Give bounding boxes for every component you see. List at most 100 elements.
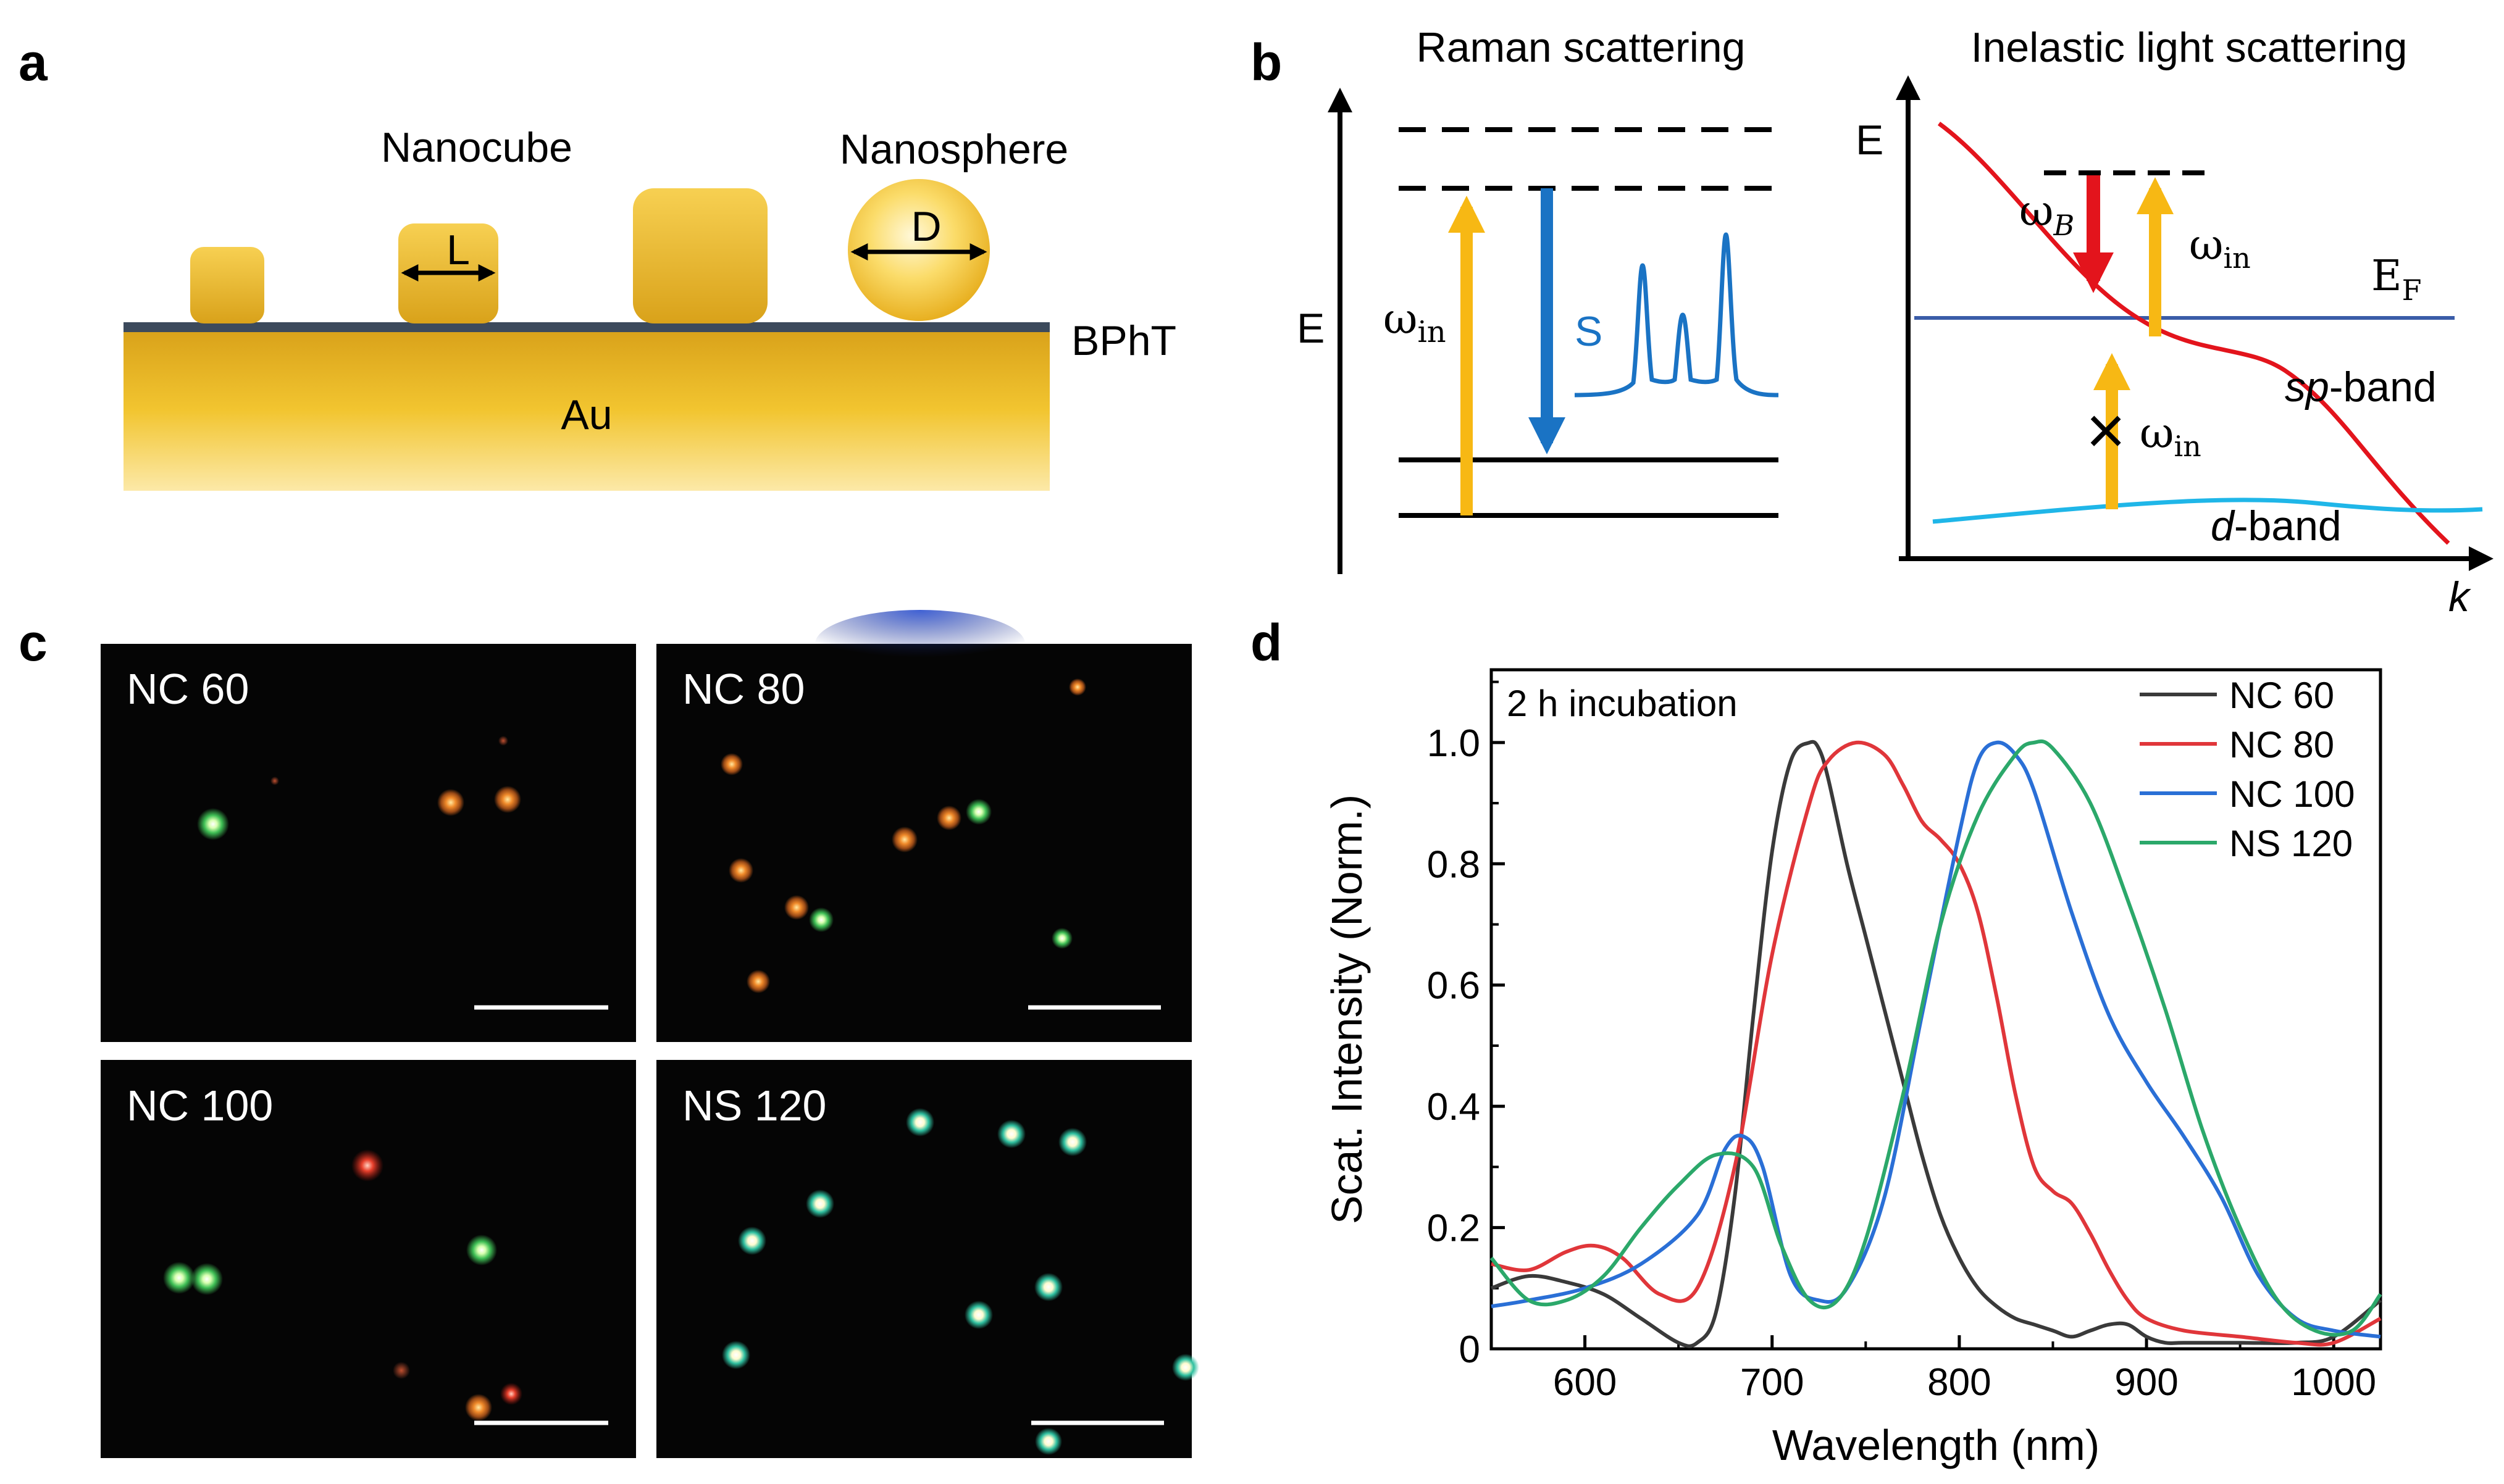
d-band-label: d-band [2211,502,2342,549]
substrate-label: Au [561,391,612,438]
particle [197,808,229,840]
micrograph-label: NC 100 [127,1082,273,1130]
plot-frame [1489,668,2382,1351]
particle [351,1149,383,1182]
y-tick-label: 0.2 [1427,1207,1480,1250]
fermi-label: EF [2371,252,2422,307]
particle [729,858,753,883]
y-tick-label: 1.0 [1427,722,1480,765]
nanocube-large [633,188,768,323]
x-tick-label: 700 [1740,1361,1804,1404]
particle [1058,1128,1087,1156]
y-tick-label: 0.8 [1427,843,1480,886]
gold-substrate [124,330,1050,491]
ils-title: Inelastic light scattering [1971,24,2408,71]
y-tick-label: 0.4 [1427,1086,1480,1128]
particle [494,786,521,813]
legend-label: NS 120 [2229,823,2353,864]
particle [270,777,279,785]
nanocube-label: Nanocube [381,124,572,171]
raman-title: Raman scattering [1417,24,1746,71]
panel-d: d 600 700 800 900 1000 0 0.2 0.4 0.6 0.8 1.0 2 h i… [1250,614,2382,1469]
particle [500,1383,522,1405]
blocked-omega-in: ωin [2140,409,2201,463]
particle [966,799,992,825]
micrograph-ns120: NS 120 [656,1060,1199,1458]
particle [1052,928,1073,949]
y-axis-title: Scat. Intensity (Norm.) [1323,794,1371,1224]
particle [437,789,464,816]
edge-length-label: L [446,227,470,273]
particle [738,1227,766,1255]
micrograph-label: NC 60 [127,665,249,713]
raman-spectrum-sketch [1574,232,1779,398]
micrograph-background [101,1060,636,1458]
x-tick-label: 1000 [2291,1361,2376,1404]
micrograph-background [101,644,636,1042]
x-tick-label: 600 [1553,1361,1617,1404]
sp-band-label: sp-band [2285,364,2437,411]
particle [721,753,743,775]
nanocube-small [190,247,264,323]
nanosphere-label: Nanosphere [840,126,1068,173]
legend-label: NC 80 [2229,724,2334,765]
particle [806,1190,834,1218]
particle [191,1263,223,1295]
particle [1034,1273,1063,1301]
panel-letter-a: a [19,33,48,91]
particle [465,1394,492,1421]
series-line-nc-80 [1491,740,2382,1347]
micrograph-label: NS 120 [682,1082,826,1130]
panel-b: b Raman scattering E ωin S Inelastic lig… [1250,24,2494,620]
particle [1035,1428,1062,1455]
particle [163,1262,195,1294]
spectrum-chart: 600 700 800 900 1000 0 0.2 0.4 0.6 0.8 1.0 2 h inc… [1323,668,2382,1469]
raman-diagram: Raman scattering E ωin S [1297,24,1779,574]
micrograph-background [656,644,1192,1042]
micrograph-nc100: NC 100 [101,1060,636,1458]
blocked-mark: × [2086,393,2125,469]
diameter-label: D [911,203,941,250]
series-line-ns-120 [1489,739,2382,1337]
series-line-nc-100 [1491,740,2381,1339]
raman-omega-in: ωin [1383,295,1446,349]
particle [965,1301,993,1329]
panel-a: a Au BPhT L Nanocube D Nanosphere [19,33,1176,491]
blue-glow-artifact [815,610,1025,678]
particle [498,736,508,746]
x-tick-label: 800 [1927,1361,1991,1404]
particle [1172,1354,1199,1381]
ils-energy-label: E [1856,117,1883,164]
raman-energy-label: E [1297,305,1325,352]
x-tick-label: 900 [2114,1361,2178,1404]
omega-b-label: ωB [2019,187,2074,242]
d-band-curve [1932,498,2483,524]
particle [997,1120,1026,1148]
panel-letter-d: d [1250,614,1282,672]
micrograph-label: NC 80 [682,665,805,713]
series-line-nc-60 [1490,740,2382,1348]
ils-k-label: k [2448,573,2471,620]
axis-ticks: 600 700 800 900 1000 0 0.2 0.4 0.6 0.8 1.0 [1427,680,2376,1404]
ils-diagram: Inelastic light scattering E k EF ωB ωin… [1856,24,2494,620]
sp-band-curve [1937,122,2450,545]
y-tick-label: 0.6 [1427,965,1480,1007]
series-layer [1489,739,2382,1348]
particle [906,1108,934,1136]
particle [393,1362,410,1379]
panel-letter-b: b [1250,33,1282,91]
y-tick-label: 0 [1459,1328,1480,1371]
x-axis-title: Wavelength (nm) [1772,1421,2100,1469]
particle [722,1341,750,1369]
stokes-label: S [1575,308,1602,355]
particle [809,907,834,932]
particle [1069,678,1086,696]
panel-letter-c: c [19,614,48,672]
bpht-layer [124,322,1050,332]
particle [937,806,961,830]
micrograph-nc80: NC 80 [656,610,1192,1042]
micrograph-nc60: NC 60 [101,644,636,1042]
particle [747,970,770,993]
particle [892,827,918,852]
